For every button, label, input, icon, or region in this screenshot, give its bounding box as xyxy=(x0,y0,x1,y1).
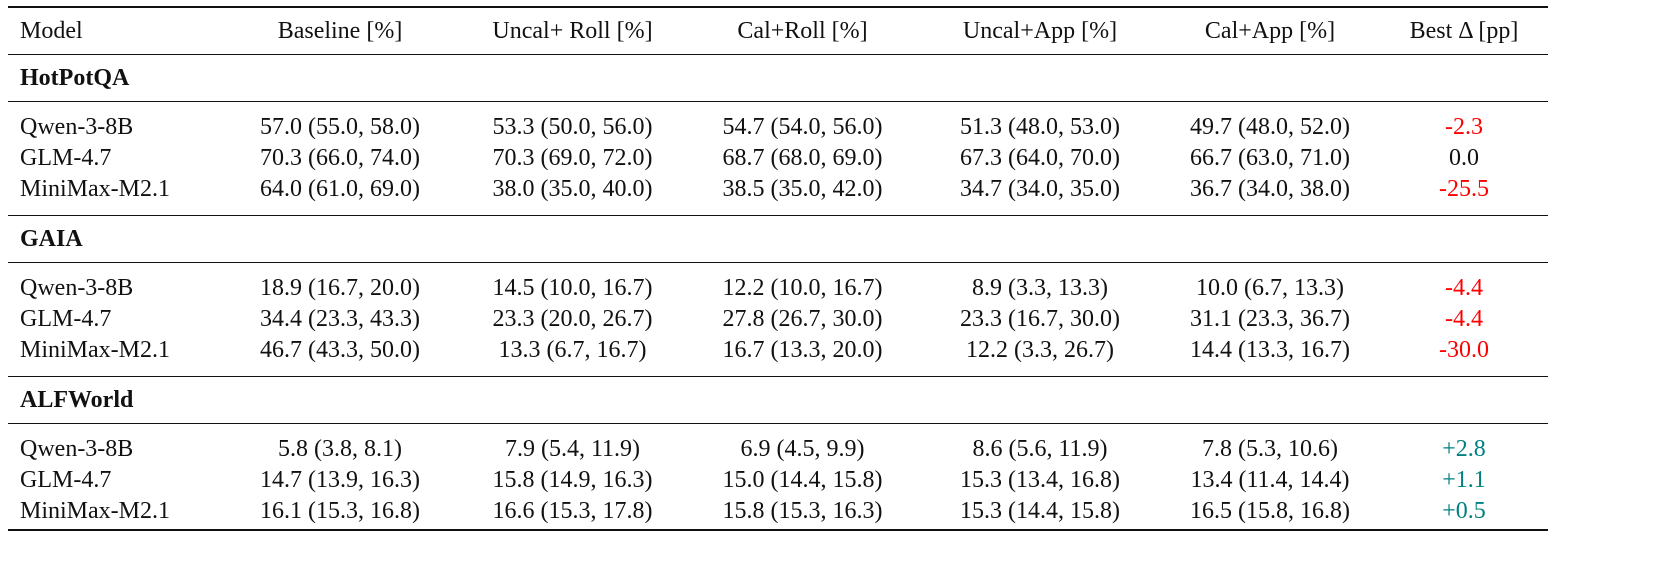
table-row: Qwen-3-8B 5.8 (3.8, 8.1) 7.9 (5.4, 11.9) 6.… xyxy=(8,434,1548,465)
delta-cell: -4.4 xyxy=(1445,275,1483,301)
header-model: Model xyxy=(20,17,83,44)
value-cell: 7.9 (5.4, 11.9) xyxy=(504,436,641,462)
value-cell: 14.4 (13.3, 16.7) xyxy=(1190,337,1350,363)
header-uncal-roll: Uncal+ Roll [%] xyxy=(492,17,653,44)
value-cell: 10.0 (6.7, 13.3) xyxy=(1196,275,1344,301)
value-cell: 34.7 (34.0, 35.0) xyxy=(960,176,1120,202)
model-cell: Qwen-3-8B xyxy=(20,436,134,462)
value-cell: 7.8 (5.3, 10.6) xyxy=(1202,436,1338,462)
value-cell: 38.5 (35.0, 42.0) xyxy=(722,176,883,202)
model-cell: GLM-4.7 xyxy=(20,145,112,171)
spacer xyxy=(8,102,1548,112)
value-cell: 34.4 (23.3, 43.3) xyxy=(260,306,420,332)
section-label: HotPotQA xyxy=(20,64,130,91)
spacer xyxy=(8,205,1548,215)
value-cell: 16.6 (15.3, 17.8) xyxy=(492,498,653,524)
table-row: GLM-4.7 14.7 (13.9, 16.3) 15.8 (14.9, 16.3… xyxy=(8,465,1548,496)
spacer xyxy=(8,263,1548,273)
table-row: MiniMax-M2.1 16.1 (15.3, 16.8) 16.6 (15.3,… xyxy=(8,496,1548,527)
value-cell: 46.7 (43.3, 50.0) xyxy=(260,337,420,363)
value-cell: 64.0 (61.0, 69.0) xyxy=(260,176,420,202)
value-cell: 5.8 (3.8, 8.1) xyxy=(278,436,402,462)
value-cell: 31.1 (23.3, 36.7) xyxy=(1190,306,1350,332)
model-cell: MiniMax-M2.1 xyxy=(20,498,170,524)
value-cell: 16.1 (15.3, 16.8) xyxy=(260,498,420,524)
value-cell: 18.9 (16.7, 20.0) xyxy=(260,275,420,301)
value-cell: 13.4 (11.4, 14.4) xyxy=(1190,467,1350,493)
header-cal-app: Cal+App [%] xyxy=(1204,17,1336,44)
delta-cell: +2.8 xyxy=(1442,436,1486,462)
section-label: GAIA xyxy=(20,225,83,252)
section-rule xyxy=(8,423,1548,424)
value-cell: 15.8 (14.9, 16.3) xyxy=(492,467,653,493)
delta-cell: -4.4 xyxy=(1445,306,1483,332)
table-row: Qwen-3-8B 18.9 (16.7, 20.0) 14.5 (10.0, 16… xyxy=(8,273,1548,304)
value-cell: 16.5 (15.8, 16.8) xyxy=(1190,498,1350,524)
value-cell: 70.3 (69.0, 72.0) xyxy=(492,145,653,171)
value-cell: 53.3 (50.0, 56.0) xyxy=(492,114,653,140)
table-row: Qwen-3-8B 57.0 (55.0, 58.0) 53.3 (50.0, 56… xyxy=(8,112,1548,143)
delta-cell: -2.3 xyxy=(1445,114,1483,140)
model-cell: MiniMax-M2.1 xyxy=(20,337,170,363)
results-table: Model Baseline [%] Uncal+ Roll [%] Cal+R… xyxy=(8,6,1548,531)
model-cell: Qwen-3-8B xyxy=(20,114,134,140)
section-rule xyxy=(8,54,1548,55)
delta-cell: -25.5 xyxy=(1439,176,1489,202)
value-cell: 13.3 (6.7, 16.7) xyxy=(498,337,647,363)
table-row: GLM-4.7 70.3 (66.0, 74.0) 70.3 (69.0, 72.0… xyxy=(8,143,1548,174)
section-rule xyxy=(8,376,1548,377)
value-cell: 49.7 (48.0, 52.0) xyxy=(1190,114,1350,140)
delta-cell: +1.1 xyxy=(1442,467,1486,493)
delta-cell: +0.5 xyxy=(1442,498,1486,524)
table-row: GLM-4.7 34.4 (23.3, 43.3) 23.3 (20.0, 26.7… xyxy=(8,304,1548,335)
value-cell: 15.3 (14.4, 15.8) xyxy=(960,498,1120,524)
value-cell: 6.9 (4.5, 9.9) xyxy=(740,436,865,462)
value-cell: 51.3 (48.0, 53.0) xyxy=(960,114,1120,140)
value-cell: 14.7 (13.9, 16.3) xyxy=(260,467,420,493)
value-cell: 12.2 (3.3, 26.7) xyxy=(966,337,1114,363)
value-cell: 23.3 (16.7, 30.0) xyxy=(960,306,1120,332)
value-cell: 15.3 (13.4, 16.8) xyxy=(960,467,1120,493)
model-cell: GLM-4.7 xyxy=(20,306,112,332)
spacer xyxy=(8,366,1548,376)
table-row: MiniMax-M2.1 46.7 (43.3, 50.0) 13.3 (6.7, … xyxy=(8,335,1548,366)
header-cal-roll: Cal+Roll [%] xyxy=(737,17,868,44)
header-uncal-app: Uncal+App [%] xyxy=(962,17,1118,44)
value-cell: 16.7 (13.3, 20.0) xyxy=(722,337,883,363)
value-cell: 8.9 (3.3, 13.3) xyxy=(972,275,1108,301)
model-cell: GLM-4.7 xyxy=(20,467,112,493)
delta-cell: 0.0 xyxy=(1449,145,1479,171)
section-rule xyxy=(8,262,1548,263)
value-cell: 68.7 (68.0, 69.0) xyxy=(722,145,883,171)
value-cell: 57.0 (55.0, 58.0) xyxy=(260,114,420,140)
model-cell: Qwen-3-8B xyxy=(20,275,134,301)
bottom-rule xyxy=(8,529,1548,531)
header-baseline: Baseline [%] xyxy=(277,17,403,44)
section-rule xyxy=(8,101,1548,102)
value-cell: 14.5 (10.0, 16.7) xyxy=(492,275,653,301)
value-cell: 8.6 (5.6, 11.9) xyxy=(972,436,1108,462)
value-cell: 38.0 (35.0, 40.0) xyxy=(492,176,653,202)
table-row: MiniMax-M2.1 64.0 (61.0, 69.0) 38.0 (35.0,… xyxy=(8,174,1548,205)
section-rule xyxy=(8,215,1548,216)
value-cell: 67.3 (64.0, 70.0) xyxy=(960,145,1120,171)
value-cell: 27.8 (26.7, 30.0) xyxy=(722,306,883,332)
value-cell: 36.7 (34.0, 38.0) xyxy=(1190,176,1350,202)
value-cell: 70.3 (66.0, 74.0) xyxy=(260,145,420,171)
section-label: ALFWorld xyxy=(20,386,134,413)
value-cell: 15.8 (15.3, 16.3) xyxy=(722,498,883,524)
model-cell: MiniMax-M2.1 xyxy=(20,176,170,202)
header-row: Model Baseline [%] Uncal+ Roll [%] Cal+R… xyxy=(8,8,1548,54)
value-cell: 66.7 (63.0, 71.0) xyxy=(1190,145,1350,171)
value-cell: 54.7 (54.0, 56.0) xyxy=(722,114,883,140)
spacer xyxy=(8,424,1548,434)
value-cell: 15.0 (14.4, 15.8) xyxy=(722,467,883,493)
delta-cell: -30.0 xyxy=(1439,337,1489,363)
value-cell: 12.2 (10.0, 16.7) xyxy=(722,275,883,301)
header-best-delta: Best Δ [pp] xyxy=(1409,17,1519,44)
top-rule xyxy=(8,6,1548,8)
value-cell: 23.3 (20.0, 26.7) xyxy=(492,306,653,332)
